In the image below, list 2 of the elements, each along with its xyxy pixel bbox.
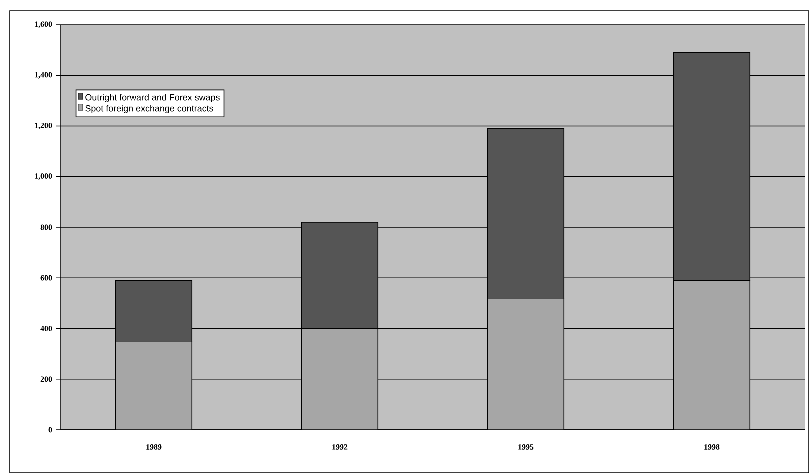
legend-label: Outright forward and Forex swaps bbox=[86, 94, 220, 103]
legend-label: Spot foreign exchange contracts bbox=[86, 105, 214, 114]
